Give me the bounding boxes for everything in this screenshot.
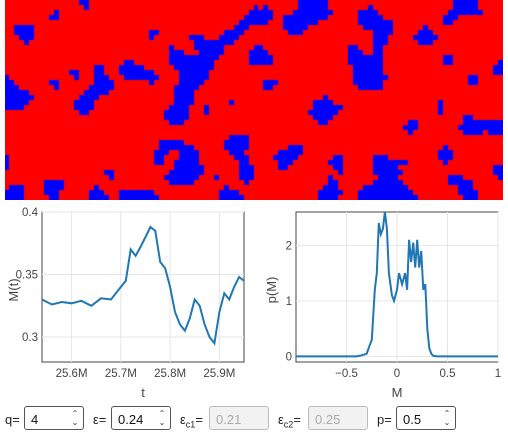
spinner-arrows[interactable]: ⌃ ⌄: [71, 409, 79, 427]
eps-c1-label: εc1=: [180, 412, 203, 430]
x-axis-label: M: [392, 385, 403, 400]
distribution-plot-svg: −0.5 0 0.5 1 0 1 2 M p(M): [264, 211, 502, 400]
eps-label: ε=: [93, 412, 107, 427]
p-value[interactable]: 0.5: [403, 412, 422, 427]
plot-ticks: 25.6M 25.7M 25.8M 25.9M 0.3 0.35 0.4: [16, 207, 236, 380]
plot-frame: [41, 211, 245, 363]
p-spinner[interactable]: 0.5 ⌃ ⌄: [396, 406, 456, 430]
eps-spinner[interactable]: 0.24 ⌃ ⌄: [111, 406, 171, 430]
q-value[interactable]: 4: [31, 412, 39, 427]
plot-ticks: −0.5 0 0.5 1 0 1 2: [286, 240, 502, 380]
x-axis-label: t: [141, 385, 145, 400]
distribution-series-line: [296, 211, 498, 358]
y-axis-label: M(t): [6, 278, 21, 301]
chevron-up-icon[interactable]: ⌃: [443, 409, 451, 418]
eps-value[interactable]: 0.24: [118, 412, 144, 427]
y-tick-label: 0: [286, 351, 292, 363]
distribution-plot[interactable]: −0.5 0 0.5 1 0 1 2 M p(M): [254, 204, 508, 404]
plot-grid: [41, 211, 245, 363]
x-tick-label: 25.8M: [154, 368, 186, 380]
eps-c2-label: εc2=: [278, 412, 301, 430]
chevron-down-icon[interactable]: ⌄: [443, 418, 451, 427]
eps-c2-field: 0.25: [308, 406, 368, 430]
chevron-down-icon[interactable]: ⌄: [158, 418, 166, 427]
x-tick-label: 25.7M: [105, 368, 137, 380]
spinner-arrows[interactable]: ⌃ ⌄: [158, 409, 166, 427]
x-tick-label: 0.5: [440, 368, 456, 380]
eps-c2-value: 0.25: [315, 412, 341, 427]
y-tick-label: 0.35: [16, 270, 38, 282]
chevron-down-icon[interactable]: ⌄: [71, 418, 79, 427]
x-tick-label: 0: [394, 368, 400, 380]
y-tick-label: 1: [286, 296, 292, 308]
p-label: p=: [377, 412, 392, 427]
chevron-up-icon[interactable]: ⌃: [71, 409, 79, 418]
eps-c1-value: 0.21: [216, 412, 242, 427]
q-spinner[interactable]: 4 ⌃ ⌄: [24, 406, 84, 430]
y-axis-label: p(M): [264, 277, 279, 304]
x-tick-label: 25.6M: [56, 368, 88, 380]
y-tick-label: 2: [286, 240, 292, 252]
eps-c1-field: 0.21: [209, 406, 269, 430]
spinner-arrows[interactable]: ⌃ ⌄: [443, 409, 451, 427]
chevron-up-icon[interactable]: ⌃: [158, 409, 166, 418]
lattice-canvas: [5, 0, 503, 200]
x-tick-label: 1: [495, 368, 501, 380]
x-tick-label: −0.5: [335, 368, 358, 380]
x-tick-label: 25.9M: [203, 368, 235, 380]
magnetization-plot[interactable]: 25.6M 25.7M 25.8M 25.9M 0.3 0.35 0.4 t M(t): [0, 204, 250, 404]
magnetization-series-line: [41, 225, 245, 346]
y-tick-label: 0.4: [22, 207, 39, 219]
y-tick-label: 0.3: [22, 332, 38, 344]
q-label: q=: [5, 412, 20, 427]
parameter-controls: q= 4 ⌃ ⌄ ε= 0.24 ⌃ ⌄ εc1= 0.21 εc2= 0.25 p…: [0, 406, 508, 434]
magnetization-plot-svg: 25.6M 25.7M 25.8M 25.9M 0.3 0.35 0.4 t M(t): [6, 207, 245, 400]
